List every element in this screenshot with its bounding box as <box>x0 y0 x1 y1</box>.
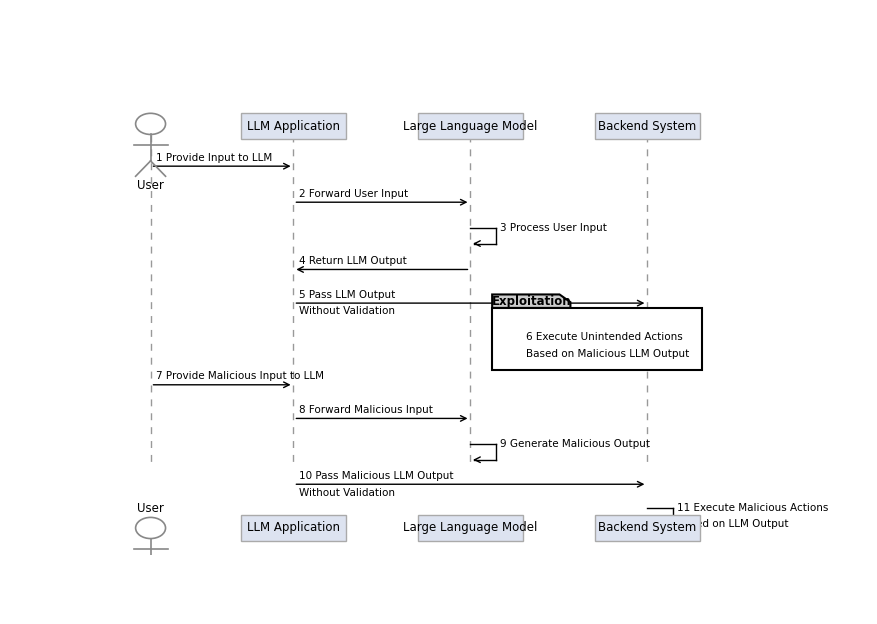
Text: Based on Malicious LLM Output: Based on Malicious LLM Output <box>525 349 688 359</box>
FancyBboxPatch shape <box>240 114 346 139</box>
Text: Exploitation: Exploitation <box>491 295 570 308</box>
Text: Backend System: Backend System <box>597 120 695 133</box>
Text: 6 Execute Unintended Actions: 6 Execute Unintended Actions <box>525 331 682 341</box>
FancyBboxPatch shape <box>594 515 699 541</box>
Text: Based on LLM Output: Based on LLM Output <box>676 519 788 529</box>
Text: LLM Application: LLM Application <box>246 120 339 133</box>
Text: 4 Return LLM Output: 4 Return LLM Output <box>298 256 406 266</box>
Circle shape <box>135 114 166 134</box>
Text: LLM Application: LLM Application <box>246 522 339 535</box>
Text: 11 Execute Malicious Actions: 11 Execute Malicious Actions <box>676 503 827 513</box>
FancyBboxPatch shape <box>417 515 523 541</box>
Text: 9 Generate Malicious Output: 9 Generate Malicious Output <box>499 439 649 449</box>
Text: Without Validation: Without Validation <box>298 487 395 497</box>
Text: 7 Provide Malicious Input to LLM: 7 Provide Malicious Input to LLM <box>156 371 324 381</box>
FancyBboxPatch shape <box>594 114 699 139</box>
Text: User: User <box>137 502 164 515</box>
FancyBboxPatch shape <box>417 114 523 139</box>
Text: Large Language Model: Large Language Model <box>403 120 537 133</box>
Polygon shape <box>492 295 570 308</box>
Circle shape <box>135 517 166 539</box>
Text: 10 Pass Malicious LLM Output: 10 Pass Malicious LLM Output <box>298 471 453 481</box>
Text: 8 Forward Malicious Input: 8 Forward Malicious Input <box>298 405 432 415</box>
Text: 2 Forward User Input: 2 Forward User Input <box>298 189 408 199</box>
Text: Without Validation: Without Validation <box>298 306 395 316</box>
FancyBboxPatch shape <box>240 515 346 541</box>
Text: 5 Pass LLM Output: 5 Pass LLM Output <box>298 290 395 300</box>
Text: Backend System: Backend System <box>597 522 695 535</box>
Text: 3 Process User Input: 3 Process User Input <box>499 223 606 233</box>
FancyBboxPatch shape <box>492 308 701 371</box>
Text: Large Language Model: Large Language Model <box>403 522 537 535</box>
Text: 1 Provide Input to LLM: 1 Provide Input to LLM <box>156 153 272 163</box>
Text: User: User <box>137 179 164 192</box>
